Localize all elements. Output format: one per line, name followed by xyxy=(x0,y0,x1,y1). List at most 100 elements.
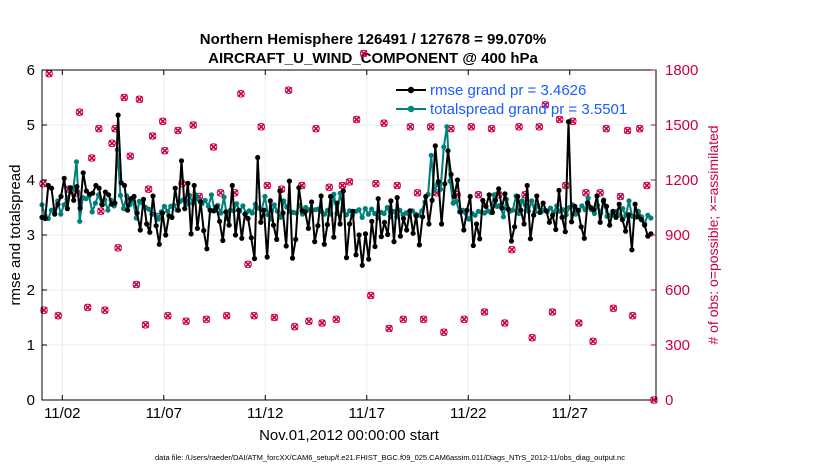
obs-possible-marker xyxy=(257,123,266,131)
obs-possible-marker xyxy=(406,123,415,131)
rmse-point xyxy=(518,207,524,213)
obs-assimilated-marker xyxy=(45,70,53,78)
rmse-point xyxy=(64,206,70,212)
rmse-point xyxy=(435,179,441,185)
obs-possible-marker xyxy=(596,189,604,197)
y-tick-label: 1 xyxy=(27,337,35,354)
obs-assimilated-marker xyxy=(126,152,134,160)
obs-possible-marker xyxy=(263,181,272,190)
obs-assimilated-marker xyxy=(159,117,167,125)
y-tick-label: 3 xyxy=(27,227,35,244)
y2-tick-label: 900 xyxy=(665,227,690,244)
obs-assimilated-marker xyxy=(460,315,468,323)
rmse-point xyxy=(616,201,622,207)
obs-assimilated-marker xyxy=(149,132,157,140)
obs-possible-marker xyxy=(132,280,141,289)
rmse-point xyxy=(473,221,480,227)
rmse-point xyxy=(445,148,451,154)
rmse-point xyxy=(67,185,74,191)
totalspread-point xyxy=(529,198,535,204)
totalspread-point xyxy=(262,193,268,200)
rmse-point xyxy=(594,193,600,199)
totalspread-point xyxy=(234,201,240,207)
rmse-point xyxy=(140,196,147,202)
obs-assimilated-marker xyxy=(474,191,482,199)
rmse-point xyxy=(420,214,426,220)
obs-possible-marker xyxy=(182,317,190,325)
rmse-point xyxy=(125,207,131,213)
rmse-point xyxy=(496,186,502,192)
obs-assimilated-marker xyxy=(480,308,489,316)
rmse-point xyxy=(458,209,464,215)
obs-possible-marker xyxy=(250,311,258,320)
obs-assimilated-marker xyxy=(97,207,105,215)
obs-possible-marker xyxy=(114,244,122,252)
obs-possible-marker xyxy=(508,245,516,254)
rmse-point xyxy=(584,200,591,206)
obs-assimilated-marker xyxy=(535,123,543,131)
obs-possible-marker xyxy=(616,192,625,201)
obs-assimilated-marker xyxy=(528,334,536,342)
totalspread-point xyxy=(208,192,215,198)
obs-possible-marker xyxy=(148,132,157,140)
obs-possible-marker xyxy=(515,123,523,131)
obs-assimilated-marker xyxy=(202,315,210,323)
obs-possible-marker xyxy=(332,315,341,324)
totalspread-point xyxy=(585,195,591,201)
rmse-point xyxy=(381,219,388,225)
rmse-point xyxy=(340,188,346,194)
obs-possible-marker xyxy=(318,319,326,327)
x-tick-label: 11/12 xyxy=(247,405,283,422)
obs-assimilated-marker xyxy=(88,154,96,162)
totalspread-point xyxy=(249,210,255,216)
rmse-point xyxy=(591,207,597,213)
x-tick-label: 11/22 xyxy=(450,405,486,422)
obs-assimilated-marker xyxy=(174,126,182,135)
rmse-point xyxy=(648,231,654,237)
rmse-point xyxy=(432,143,438,149)
obs-assimilated-marker xyxy=(515,123,523,131)
obs-assimilated-marker xyxy=(270,313,278,322)
obs-assimilated-marker xyxy=(237,90,245,98)
rmse-point xyxy=(255,154,261,161)
obs-possible-marker xyxy=(216,189,225,197)
totalspread-point xyxy=(240,203,246,209)
rmse-point xyxy=(391,239,397,245)
obs-possible-marker xyxy=(312,124,320,133)
totalspread-point xyxy=(441,144,447,150)
rmse-point xyxy=(296,185,302,191)
obs-possible-marker xyxy=(189,121,198,129)
rmse-point xyxy=(232,232,239,238)
legend-spread-label: totalspread grand pr = 3.5501 xyxy=(430,101,627,118)
totalspread-point xyxy=(271,202,277,208)
totalspread-point xyxy=(221,194,227,200)
rmse-point xyxy=(131,193,137,200)
rmse-point xyxy=(423,193,429,200)
totalspread-point xyxy=(77,218,83,224)
rmse-point xyxy=(96,185,102,191)
rmse-point xyxy=(175,207,181,213)
obs-possible-marker xyxy=(270,313,279,322)
rmse-point xyxy=(191,182,197,189)
rmse-point xyxy=(378,234,384,240)
rmse-point xyxy=(597,219,603,225)
rmse-point xyxy=(270,222,277,228)
rmse-point xyxy=(642,222,648,228)
obs-possible-marker xyxy=(399,315,408,324)
obs-possible-marker xyxy=(628,311,637,320)
rmse-point xyxy=(404,227,410,233)
y2-tick-label: 1200 xyxy=(665,172,698,189)
obs-possible-marker xyxy=(380,119,388,127)
rmse-point xyxy=(153,223,159,229)
totalspread-point xyxy=(519,198,525,204)
rmse-point xyxy=(248,235,254,241)
totalspread-point xyxy=(491,192,497,198)
obs-possible-marker xyxy=(623,126,632,135)
rmse-point xyxy=(629,247,635,253)
data-file-footer: data file: /Users/raeder/DAI/ATM_forcXX/… xyxy=(155,453,625,462)
rmse-point xyxy=(172,185,178,191)
obs-assimilated-marker xyxy=(132,280,140,289)
obs-possible-marker xyxy=(602,124,611,133)
rmse-point xyxy=(115,112,121,118)
totalspread-point xyxy=(121,206,127,212)
